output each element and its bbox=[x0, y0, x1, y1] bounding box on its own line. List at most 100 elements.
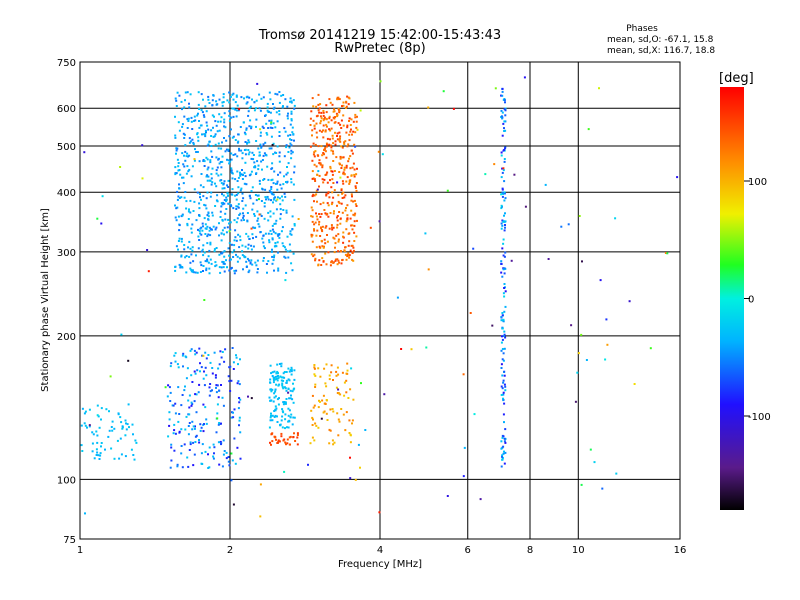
data-point bbox=[228, 114, 231, 117]
data-point bbox=[234, 229, 237, 232]
data-point bbox=[169, 365, 172, 368]
data-point bbox=[271, 144, 274, 146]
data-point bbox=[207, 166, 210, 169]
data-point bbox=[273, 370, 276, 373]
data-point bbox=[178, 430, 181, 433]
data-point bbox=[319, 120, 322, 123]
data-point bbox=[237, 109, 240, 112]
data-point bbox=[323, 153, 325, 156]
data-point bbox=[229, 390, 232, 392]
data-point bbox=[601, 487, 604, 490]
data-point bbox=[97, 415, 100, 418]
data-point bbox=[194, 441, 197, 443]
data-point bbox=[278, 160, 281, 163]
data-point bbox=[350, 224, 353, 227]
data-point bbox=[232, 107, 235, 110]
data-point bbox=[206, 191, 209, 194]
data-point bbox=[319, 246, 322, 249]
data-point bbox=[355, 173, 358, 176]
data-point bbox=[230, 128, 232, 131]
data-point bbox=[224, 218, 227, 221]
data-point bbox=[339, 157, 342, 160]
data-point bbox=[256, 271, 259, 274]
data-point bbox=[310, 215, 313, 218]
data-point bbox=[236, 217, 239, 220]
data-point bbox=[243, 171, 246, 174]
data-point bbox=[322, 201, 325, 204]
data-point bbox=[225, 231, 228, 234]
data-point bbox=[501, 456, 504, 459]
data-point bbox=[500, 316, 503, 319]
data-point bbox=[227, 218, 230, 221]
data-point bbox=[352, 398, 355, 401]
data-point bbox=[181, 123, 184, 126]
data-point bbox=[227, 159, 230, 162]
data-point bbox=[223, 270, 226, 273]
data-point bbox=[500, 222, 503, 225]
data-point bbox=[284, 427, 286, 430]
data-point bbox=[252, 245, 255, 248]
data-point bbox=[84, 512, 86, 515]
data-point bbox=[286, 250, 289, 253]
data-point bbox=[186, 127, 189, 129]
data-point bbox=[280, 362, 283, 365]
data-point bbox=[169, 391, 172, 394]
data-point bbox=[167, 435, 170, 438]
data-point bbox=[241, 254, 244, 257]
data-point bbox=[263, 205, 266, 208]
data-point bbox=[574, 400, 577, 403]
data-point bbox=[231, 93, 234, 96]
data-point bbox=[187, 465, 190, 468]
data-point bbox=[202, 254, 205, 257]
data-point bbox=[180, 237, 183, 240]
data-point bbox=[347, 397, 350, 399]
data-point bbox=[259, 231, 262, 234]
data-point bbox=[309, 442, 312, 445]
data-point bbox=[282, 379, 285, 382]
data-point bbox=[280, 365, 283, 368]
data-point bbox=[273, 106, 276, 109]
data-point bbox=[355, 126, 358, 129]
data-point bbox=[208, 102, 211, 104]
data-point bbox=[250, 190, 253, 193]
data-point bbox=[190, 374, 193, 377]
data-point bbox=[287, 134, 290, 137]
data-point bbox=[206, 235, 209, 238]
data-point bbox=[313, 200, 315, 203]
data-point bbox=[345, 411, 348, 414]
data-point bbox=[354, 145, 357, 148]
data-point bbox=[318, 129, 321, 132]
data-point bbox=[184, 428, 187, 431]
data-point bbox=[284, 248, 287, 251]
data-point bbox=[310, 235, 313, 238]
data-point bbox=[274, 222, 277, 225]
data-point bbox=[280, 376, 283, 379]
data-point bbox=[313, 163, 316, 166]
data-point bbox=[197, 112, 199, 115]
data-point bbox=[504, 428, 507, 431]
data-point bbox=[349, 249, 352, 252]
data-point bbox=[504, 336, 507, 339]
data-point bbox=[349, 441, 352, 444]
data-point bbox=[282, 401, 285, 404]
data-point bbox=[275, 372, 278, 375]
data-point bbox=[110, 447, 113, 450]
data-point bbox=[207, 212, 210, 215]
data-point bbox=[320, 117, 323, 120]
data-point bbox=[177, 248, 179, 251]
data-point bbox=[178, 129, 181, 132]
data-point bbox=[500, 227, 503, 230]
data-point bbox=[329, 138, 331, 141]
data-point bbox=[343, 166, 346, 169]
data-point bbox=[204, 223, 207, 226]
data-point bbox=[228, 254, 231, 257]
data-point bbox=[271, 255, 274, 258]
data-point bbox=[502, 413, 505, 416]
data-point bbox=[262, 127, 265, 129]
data-point bbox=[282, 183, 285, 186]
data-point bbox=[324, 403, 327, 405]
data-point bbox=[262, 234, 265, 237]
data-point bbox=[180, 255, 183, 258]
data-point bbox=[501, 374, 504, 377]
data-point bbox=[141, 144, 144, 147]
